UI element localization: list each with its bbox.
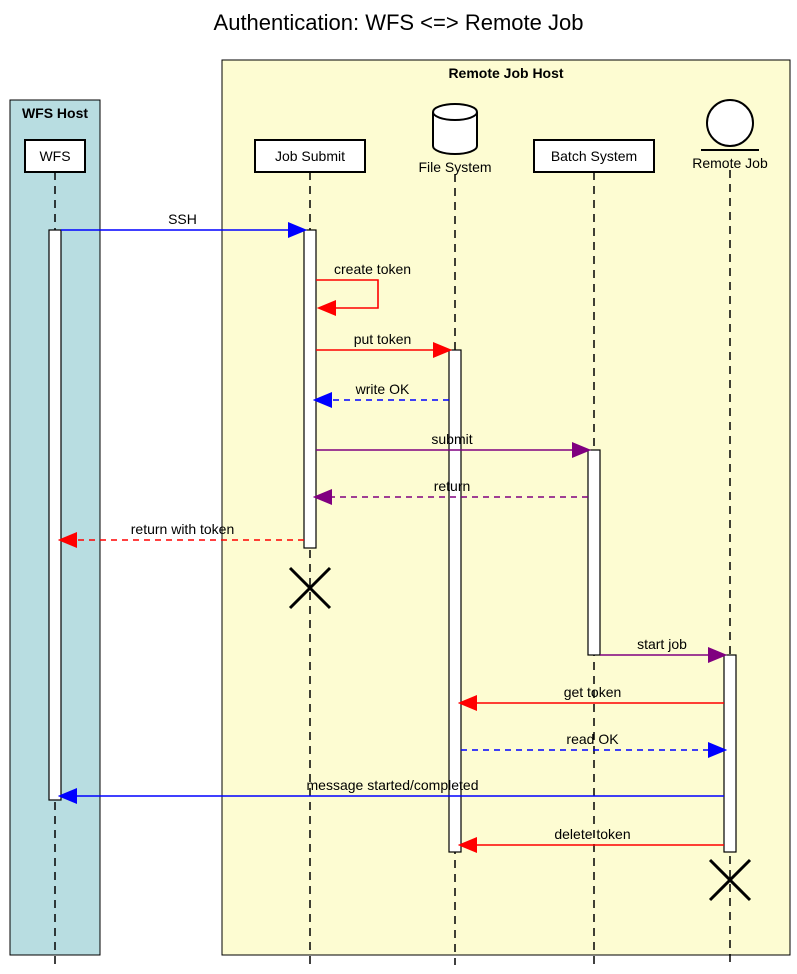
- activation-wfs: [49, 230, 61, 800]
- participant-remote-job: [707, 100, 753, 146]
- msg-label-delete-token: delete token: [554, 826, 630, 842]
- svg-text:Job Submit: Job Submit: [275, 148, 345, 164]
- msg-label-ssh: SSH: [168, 211, 197, 227]
- msg-label-get-token: get token: [564, 684, 622, 700]
- svg-text:Remote Job Host: Remote Job Host: [448, 65, 563, 81]
- msg-label-message: message started/completed: [307, 777, 479, 793]
- svg-text:Remote Job: Remote Job: [692, 155, 768, 171]
- msg-label-read-ok: read OK: [566, 731, 619, 747]
- msg-label-put-token: put token: [354, 331, 412, 347]
- msg-label-create-token: create token: [334, 261, 411, 277]
- msg-label-return-token: return with token: [131, 521, 235, 537]
- msg-label-start-job: start job: [637, 636, 687, 652]
- svg-text:WFS Host: WFS Host: [22, 105, 88, 121]
- diagram-svg: WFS Host Remote Job Host WFS Job Submit File…: [0, 0, 797, 974]
- activation-batch-system: [588, 450, 600, 655]
- svg-text:Batch System: Batch System: [551, 148, 637, 164]
- msg-label-write-ok: write OK: [355, 381, 410, 397]
- svg-text:WFS: WFS: [39, 148, 70, 164]
- diagram-title: Authentication: WFS <=> Remote Job: [0, 10, 797, 36]
- activation-job-submit: [304, 230, 316, 548]
- msg-label-submit: submit: [431, 431, 472, 447]
- svg-text:File System: File System: [418, 159, 491, 175]
- msg-label-return: return: [434, 478, 471, 494]
- activation-remote-job: [724, 655, 736, 852]
- sequence-diagram: Authentication: WFS <=> Remote Job WFS H…: [0, 0, 797, 974]
